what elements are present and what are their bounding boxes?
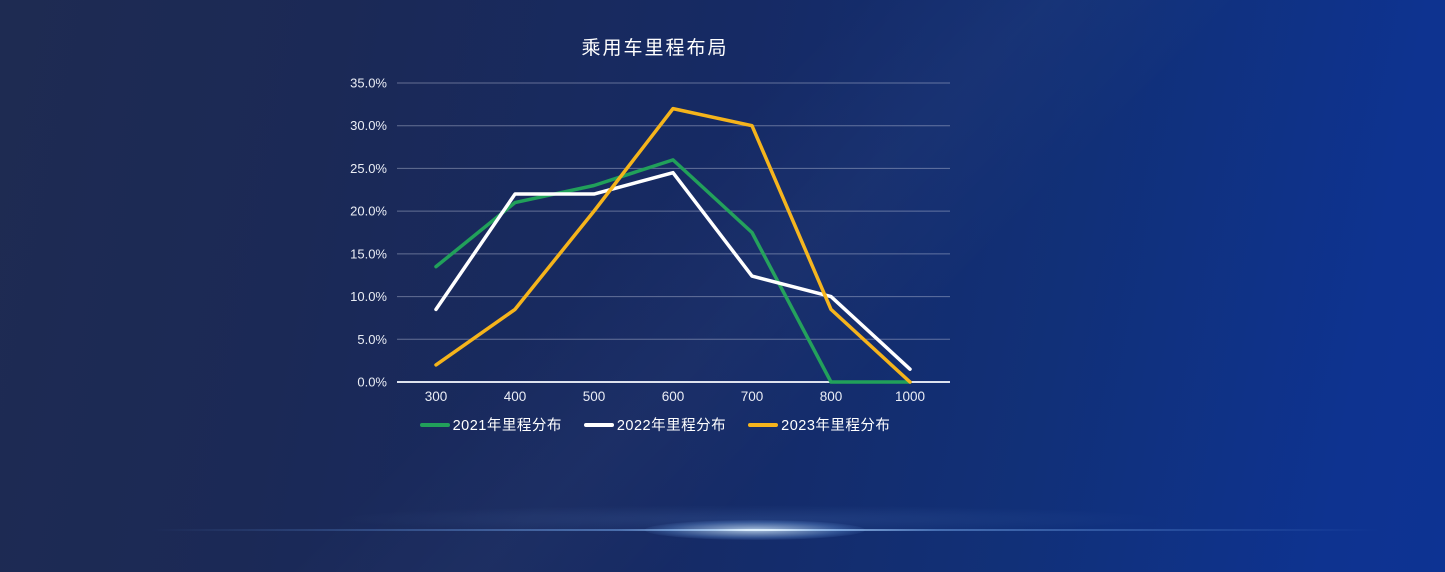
legend-item[interactable]: 2021年里程分布 <box>419 414 562 435</box>
y-axis-label: 10.0% <box>350 289 387 304</box>
y-axis-label: 35.0% <box>350 76 387 91</box>
x-axis-label: 500 <box>583 389 606 404</box>
legend-line-icon <box>419 422 450 427</box>
series-line-2021年里程分布 <box>434 158 912 384</box>
x-axis-label: 1000 <box>895 389 925 404</box>
legend-line-icon <box>748 422 779 427</box>
x-axis-label: 300 <box>425 389 448 404</box>
legend-line-icon <box>583 422 614 427</box>
y-axis-label: 30.0% <box>350 118 387 133</box>
legend-label: 2021年里程分布 <box>452 418 562 434</box>
x-axis-label: 800 <box>820 389 843 404</box>
legend-item[interactable]: 2023年里程分布 <box>748 414 890 435</box>
x-axis-label: 600 <box>662 389 685 404</box>
chart-title: 乘用车里程布局 <box>581 38 729 59</box>
line-chart: 35.0% 30.0% 25.0% 20.0% 15.0% 10.0% 5.0% 0.0% 30… <box>350 76 950 404</box>
series-line-2023年里程分布 <box>434 106 912 384</box>
y-axis-label: 25.0% <box>350 161 387 176</box>
x-axis-label: 700 <box>741 389 764 404</box>
chart-legend: 2021年里程分布 2022年里程分布 2023年里程分布 <box>325 414 985 435</box>
legend-label: 2022年里程分布 <box>616 418 727 434</box>
y-axis-label: 20.0% <box>350 204 387 219</box>
divider-glow-core <box>645 520 865 540</box>
y-axis-label: 0.0% <box>357 375 387 390</box>
y-axis-label: 5.0% <box>357 332 387 347</box>
y-axis-label: 15.0% <box>350 246 387 261</box>
x-axis-label: 400 <box>504 389 527 404</box>
legend-label: 2023年里程分布 <box>781 418 891 434</box>
series-line-2022年里程分布 <box>434 170 912 371</box>
legend-item[interactable]: 2022年里程分布 <box>583 414 727 435</box>
